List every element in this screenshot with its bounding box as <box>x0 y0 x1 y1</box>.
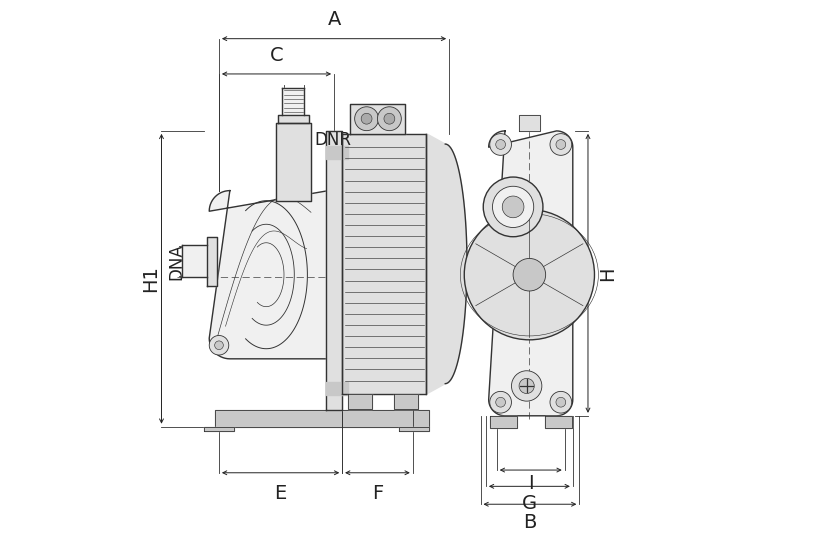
Circle shape <box>518 378 534 393</box>
Circle shape <box>555 140 565 150</box>
Text: G: G <box>521 494 536 513</box>
Polygon shape <box>426 134 466 394</box>
Circle shape <box>209 336 229 355</box>
Polygon shape <box>204 426 233 431</box>
Circle shape <box>550 391 571 413</box>
Polygon shape <box>276 123 310 201</box>
Polygon shape <box>325 131 342 410</box>
Polygon shape <box>278 115 308 123</box>
Polygon shape <box>347 394 372 409</box>
Circle shape <box>550 134 571 156</box>
Polygon shape <box>325 146 347 159</box>
Polygon shape <box>209 190 337 359</box>
Circle shape <box>489 391 511 413</box>
Circle shape <box>355 107 378 131</box>
Text: H: H <box>597 266 616 281</box>
Text: C: C <box>269 46 283 65</box>
Circle shape <box>377 107 400 131</box>
Text: A: A <box>327 10 341 29</box>
Polygon shape <box>325 382 347 395</box>
Polygon shape <box>342 134 426 394</box>
Polygon shape <box>393 394 418 409</box>
Text: F: F <box>371 484 382 503</box>
Polygon shape <box>182 245 206 277</box>
Circle shape <box>555 397 565 407</box>
Polygon shape <box>282 88 304 115</box>
Polygon shape <box>206 237 217 286</box>
Polygon shape <box>544 416 571 428</box>
Text: DNA: DNA <box>167 243 185 280</box>
Circle shape <box>360 113 372 124</box>
Text: E: E <box>274 484 287 503</box>
Circle shape <box>464 209 594 340</box>
Circle shape <box>511 371 541 401</box>
Polygon shape <box>215 410 428 426</box>
Text: B: B <box>523 513 536 532</box>
Circle shape <box>215 341 223 350</box>
Circle shape <box>495 397 505 407</box>
Text: H1: H1 <box>141 265 160 292</box>
Circle shape <box>492 186 533 227</box>
Polygon shape <box>489 416 516 428</box>
Polygon shape <box>350 104 404 134</box>
Polygon shape <box>518 115 540 131</box>
Circle shape <box>501 196 523 218</box>
Polygon shape <box>488 131 572 416</box>
Text: I: I <box>527 474 533 493</box>
Circle shape <box>482 177 542 237</box>
Circle shape <box>495 140 505 150</box>
Circle shape <box>513 258 545 291</box>
Circle shape <box>383 113 394 124</box>
Polygon shape <box>399 426 428 431</box>
Text: DNR: DNR <box>314 131 351 149</box>
Circle shape <box>489 134 511 156</box>
